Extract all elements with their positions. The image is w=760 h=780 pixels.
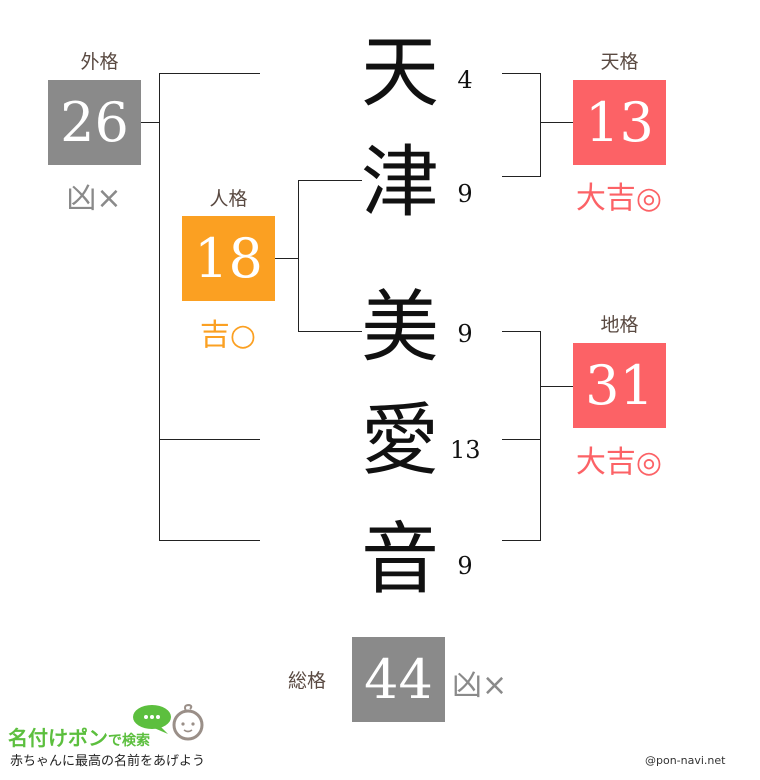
- logo[interactable]: 名付けポンで検索: [8, 722, 150, 751]
- bracket-line: [540, 331, 541, 541]
- bracket-line: [502, 73, 540, 74]
- stroke-count: 9: [457, 180, 473, 208]
- gaikaku-label: 外格: [80, 51, 119, 73]
- jinkaku-fortune: 吉○: [199, 318, 257, 353]
- bracket-line: [159, 73, 260, 74]
- soukaku-label: 総格: [288, 670, 327, 692]
- name-char: 音: [360, 515, 439, 605]
- jinkaku-value: 18: [182, 216, 275, 301]
- bracket-line: [502, 439, 540, 440]
- tenkaku-label: 天格: [600, 51, 639, 73]
- stroke-count: 9: [457, 552, 473, 580]
- bracket-line: [540, 73, 541, 177]
- chikaku-label: 地格: [600, 314, 639, 336]
- bracket-line: [141, 122, 159, 123]
- logo-sub: で検索: [108, 733, 150, 749]
- bracket-line: [502, 331, 540, 332]
- bracket-line: [275, 258, 298, 259]
- soukaku-fortune: 凶×: [452, 668, 508, 703]
- credit: @pon-navi.net: [645, 754, 726, 767]
- bracket-line: [298, 180, 362, 181]
- soukaku-value: 44: [352, 637, 445, 722]
- jinkaku-label: 人格: [209, 188, 248, 210]
- tenkaku-fortune: 大吉◎: [575, 181, 663, 216]
- bracket-line: [159, 540, 260, 541]
- gaikaku-value: 26: [48, 80, 141, 165]
- tenkaku-value: 13: [573, 80, 666, 165]
- name-char: 愛: [360, 396, 439, 486]
- gaikaku-fortune: 凶×: [66, 181, 122, 216]
- bracket-line: [298, 180, 299, 332]
- stroke-count: 13: [450, 436, 481, 464]
- bracket-line: [159, 439, 260, 440]
- bracket-line: [159, 73, 160, 541]
- name-char: 美: [360, 283, 439, 373]
- bracket-line: [502, 540, 540, 541]
- stroke-count: 9: [457, 320, 473, 348]
- name-char: 天: [360, 28, 439, 118]
- chikaku-fortune: 大吉◎: [575, 445, 663, 480]
- chat-bubble-icon: [133, 705, 171, 734]
- logo-main: 名付けポン: [8, 726, 108, 750]
- bracket-line: [540, 386, 573, 387]
- chikaku-value: 31: [573, 343, 666, 428]
- tagline: 赤ちゃんに最高の名前をあげよう: [10, 754, 206, 769]
- bracket-line: [502, 176, 540, 177]
- baby-face-icon: [172, 703, 204, 741]
- name-char: 津: [360, 138, 439, 228]
- bracket-line: [298, 331, 362, 332]
- stroke-count: 4: [457, 66, 473, 94]
- bracket-line: [540, 122, 573, 123]
